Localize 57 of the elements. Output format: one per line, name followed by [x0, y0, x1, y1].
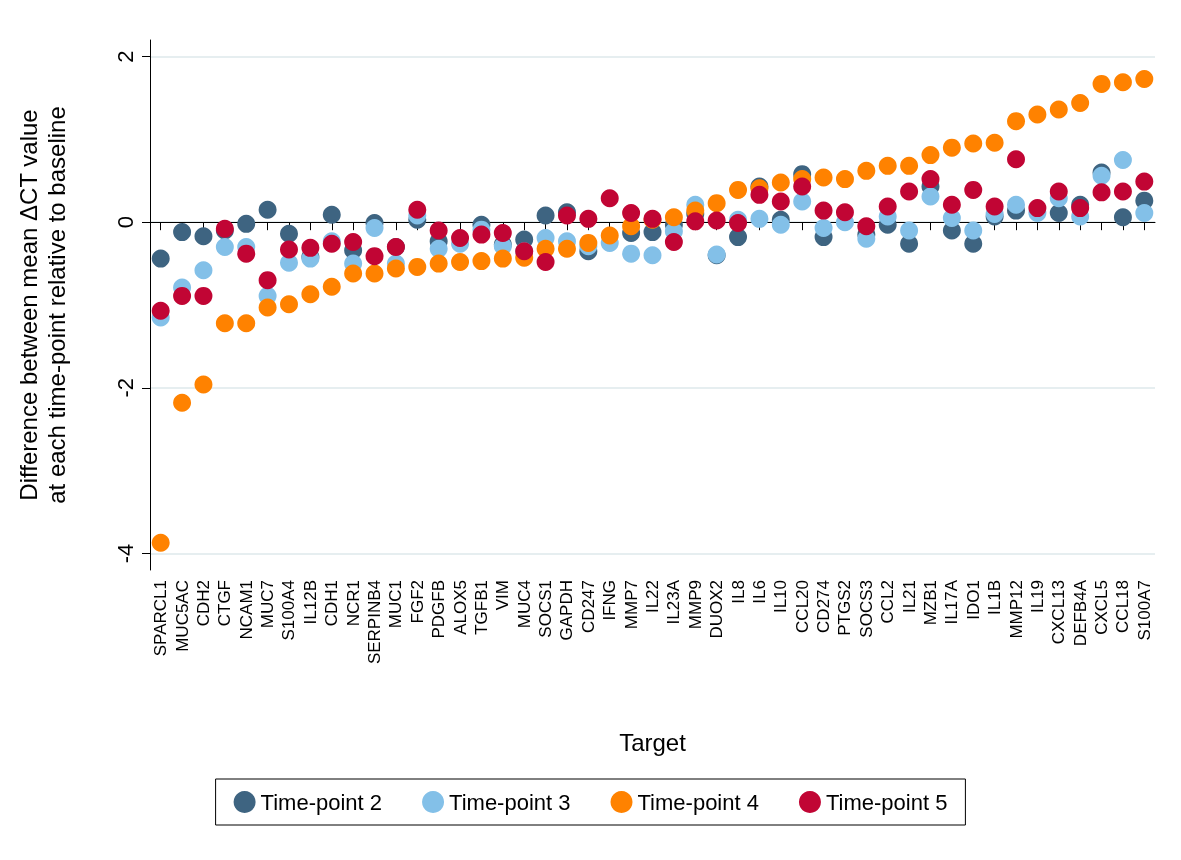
x-tick-label: TGFB1	[471, 580, 491, 635]
x-tick-label: MMP7	[621, 580, 641, 630]
x-tick-label: IL8	[728, 580, 748, 604]
x-tick-label: IL21	[899, 580, 919, 614]
x-tick-label: FGF2	[407, 580, 427, 624]
x-tick-label: MZB1	[920, 580, 940, 626]
y-axis-title: Difference between mean ΔCT value at each time-point relative to baseline	[14, 106, 70, 504]
x-tick-label: IDO1	[963, 580, 983, 620]
legend-label: Time-point 3	[449, 789, 571, 815]
x-tick-label: IL23A	[664, 579, 684, 625]
x-tick-label: S100A4	[279, 580, 299, 641]
x-tick-label: VIM	[493, 580, 513, 611]
x-tick-label: NCR1	[343, 580, 363, 627]
x-tick-label: SPARCL1	[151, 580, 171, 657]
x-tick-label: IL19	[1027, 580, 1047, 614]
x-tick-label: IL17A	[942, 579, 962, 625]
x-tick-label: CTGF	[215, 580, 235, 627]
legend-label: Time-point 5	[825, 789, 948, 815]
x-tick-label: CXCL13	[1049, 580, 1069, 645]
x-tick-label: CD247	[578, 580, 598, 633]
x-tick-label: CDH1	[322, 580, 342, 627]
x-tick-label: NCAM1	[236, 580, 256, 640]
x-tick-label: CCL2	[878, 580, 898, 624]
x-tick-label: MUC4	[514, 580, 534, 629]
x-tick-label: CCL20	[792, 580, 812, 633]
legend-label: Time-point 2	[260, 789, 383, 815]
y-tick-label: -4	[112, 543, 138, 564]
x-tick-label: DEFB4A	[1070, 579, 1090, 647]
x-tick-label: PDGFB	[429, 580, 449, 639]
x-tick-label: GAPDH	[557, 580, 577, 641]
x-axis-title: Target	[619, 728, 687, 756]
x-tick-label: PTGS2	[835, 580, 855, 636]
x-tick-label: DUOX2	[707, 580, 727, 639]
x-tick-label: CD274	[814, 580, 834, 633]
y-tick-label: 2	[112, 50, 138, 63]
x-tick-label: MUC7	[258, 580, 278, 629]
x-tick-label: CDH2	[193, 580, 213, 627]
x-tick-label: CCL18	[1113, 580, 1133, 633]
x-tick-label: MUC5AC	[172, 580, 192, 652]
x-tick-label: ALOX5	[450, 580, 470, 635]
x-tick-label: IL12B	[300, 580, 320, 625]
x-tick-label: IL22	[643, 580, 662, 614]
x-tick-label: MMP9	[685, 580, 705, 630]
x-tick-label: S100A7	[1134, 580, 1154, 641]
x-tick-label: MMP12	[1006, 580, 1026, 639]
y-tick-label: -2	[112, 378, 138, 398]
x-tick-label: IFNG	[600, 580, 620, 621]
x-tick-label: SOCS1	[536, 580, 556, 638]
x-tick-label: IL6	[749, 580, 769, 604]
x-tick-label: SERPINB4	[365, 580, 385, 665]
y-tick-label: 0	[112, 216, 138, 229]
x-tick-label: IL1B	[985, 580, 1005, 615]
legend-label: Time-point 4	[637, 789, 759, 815]
x-tick-label: MUC1	[386, 580, 406, 629]
x-tick-label: CXCL5	[1092, 580, 1112, 635]
x-tick-label: SOCS3	[856, 580, 876, 638]
x-tick-label: IL10	[771, 580, 791, 614]
